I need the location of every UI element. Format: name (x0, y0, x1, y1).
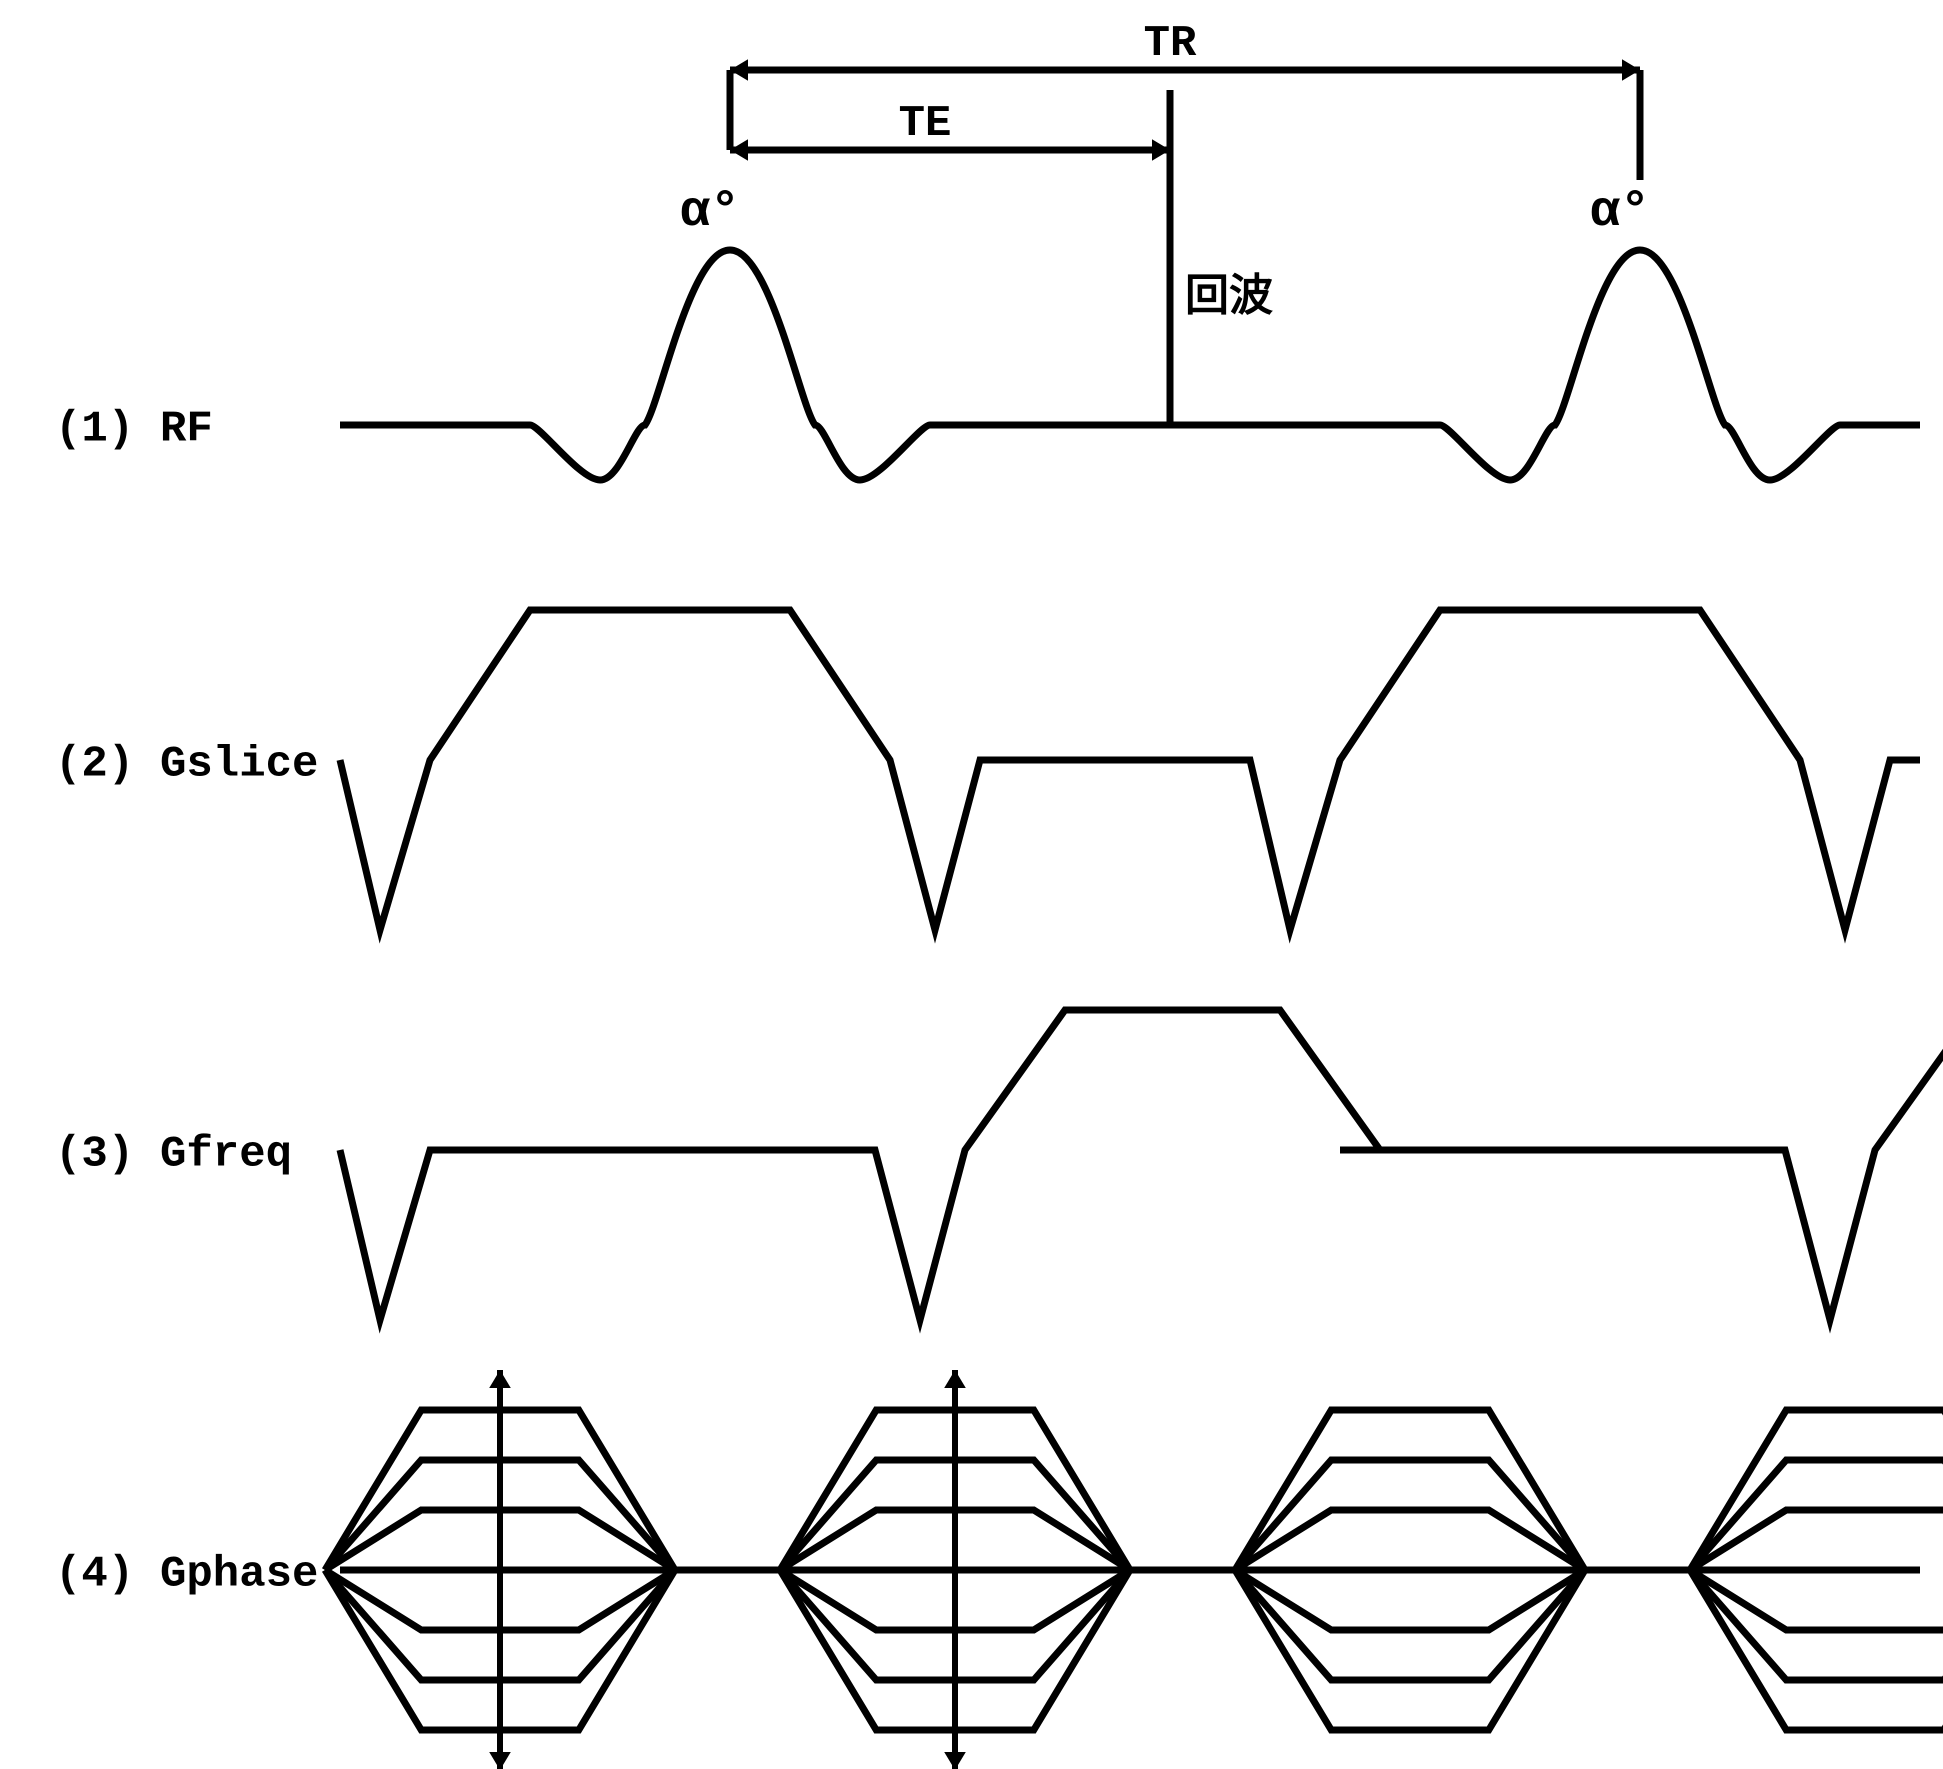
svg-text:Gslice: Gslice (160, 739, 318, 789)
svg-text:α°: α° (680, 184, 740, 241)
svg-text:(2): (2) (55, 739, 134, 789)
svg-text:(1): (1) (55, 404, 134, 454)
svg-text:Gphase: Gphase (160, 1549, 318, 1599)
svg-text:(4): (4) (55, 1549, 134, 1599)
svg-text:Gfreq: Gfreq (160, 1129, 292, 1179)
mri-pulse-sequence-diagram: (1) RF (2) Gslice (3) Gfreq (4) Gphase TR TE 回波 α° α… (0, 0, 1943, 1769)
svg-text:α°: α° (1590, 184, 1650, 241)
svg-text:回波: 回波 (1185, 271, 1273, 324)
svg-text:(3): (3) (55, 1129, 134, 1179)
svg-text:TR: TR (1144, 19, 1197, 69)
svg-text:TE: TE (899, 99, 952, 149)
svg-text:RF: RF (160, 404, 213, 454)
